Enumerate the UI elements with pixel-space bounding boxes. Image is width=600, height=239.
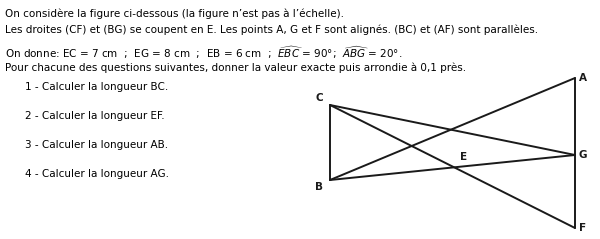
Text: C: C (316, 93, 323, 103)
Text: 3 - Calculer la longueur AB.: 3 - Calculer la longueur AB. (25, 140, 168, 150)
Text: 1 - Calculer la longueur BC.: 1 - Calculer la longueur BC. (25, 82, 168, 92)
Text: B: B (315, 182, 323, 192)
Text: E: E (460, 152, 467, 162)
Text: F: F (578, 223, 586, 233)
Text: Pour chacune des questions suivantes, donner la valeur exacte puis arrondie à 0,: Pour chacune des questions suivantes, do… (5, 62, 466, 72)
Text: On donne: EC = 7 cm  ;  EG = 8 cm  ;  EB = 6 cm  ;  $\widehat{EBC}$ = 90°;  $\wi: On donne: EC = 7 cm ; EG = 8 cm ; EB = 6… (5, 44, 402, 61)
Text: Les droites (CF) et (BG) se coupent en E. Les points A, G et F sont alignés. (BC: Les droites (CF) et (BG) se coupent en E… (5, 24, 538, 34)
Text: 4 - Calculer la longueur AG.: 4 - Calculer la longueur AG. (25, 169, 169, 179)
Text: A: A (578, 73, 587, 83)
Text: 2 - Calculer la longueur EF.: 2 - Calculer la longueur EF. (25, 111, 164, 121)
Text: On considère la figure ci-dessous (la figure n’est pas à l’échelle).: On considère la figure ci-dessous (la fi… (5, 8, 344, 18)
Text: G: G (578, 150, 587, 160)
